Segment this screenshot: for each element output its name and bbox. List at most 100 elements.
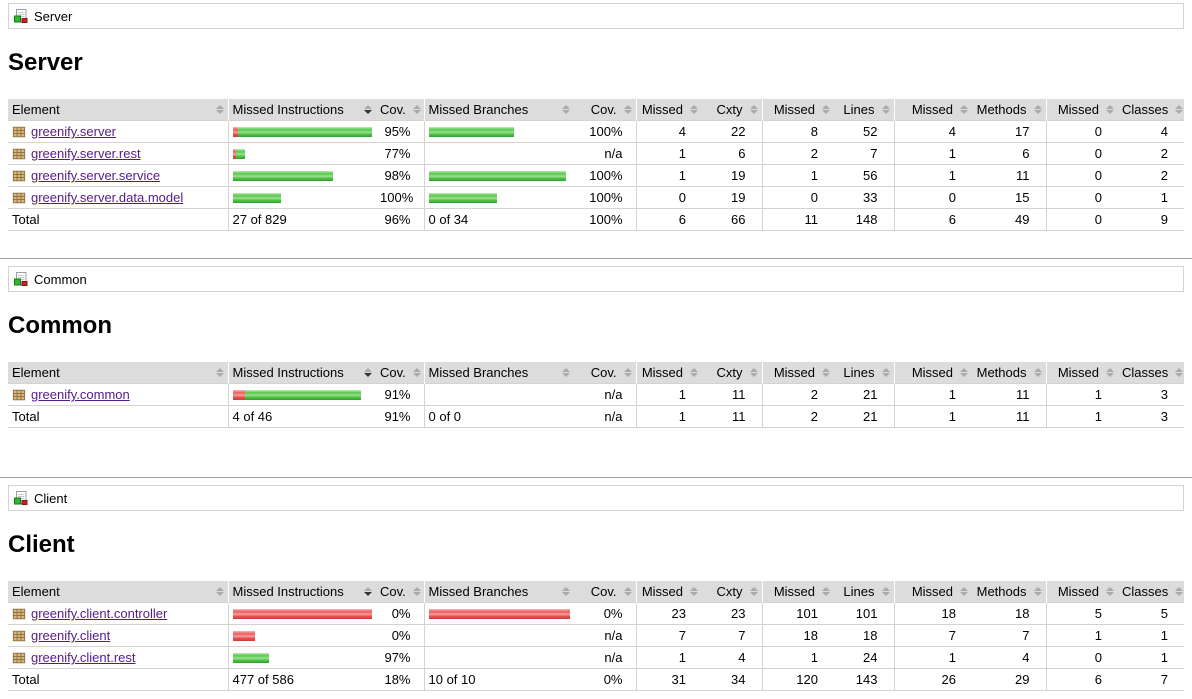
column-label: Missed Instructions bbox=[232, 102, 344, 117]
column-header-instructions-cov[interactable]: Cov. bbox=[376, 581, 424, 603]
breadcrumb-item[interactable]: Common bbox=[34, 271, 87, 287]
sort-icon bbox=[878, 368, 890, 377]
column-header-missed-branches[interactable]: Missed Branches bbox=[423, 99, 574, 121]
coverage-bar-cell bbox=[423, 646, 574, 669]
breadcrumb-bar: Server bbox=[8, 3, 1184, 29]
column-header-missed-instructions[interactable]: Missed Instructions bbox=[227, 581, 376, 603]
coverage-bar bbox=[428, 192, 571, 203]
sort-icon bbox=[956, 105, 968, 114]
count-cell: 4 bbox=[893, 120, 972, 143]
column-header-element[interactable]: Element bbox=[8, 581, 228, 603]
covered-bar-segment bbox=[428, 126, 514, 137]
column-header-methods[interactable]: Methods bbox=[972, 99, 1046, 121]
count-cell: 1 bbox=[635, 142, 702, 165]
column-header-lines[interactable]: Lines bbox=[834, 581, 894, 603]
column-header-missed-methods[interactable]: Missed bbox=[893, 581, 972, 603]
column-header-lines[interactable]: Lines bbox=[834, 362, 894, 384]
section-separator bbox=[0, 477, 1192, 478]
column-header-element[interactable]: Element bbox=[8, 362, 228, 384]
branches-coverage-percent: n/a bbox=[574, 383, 636, 406]
sort-icon bbox=[620, 368, 632, 377]
column-header-instructions-cov[interactable]: Cov. bbox=[376, 99, 424, 121]
package-icon bbox=[12, 191, 26, 205]
column-header-classes[interactable]: Classes bbox=[1118, 362, 1184, 384]
coverage-bar bbox=[232, 148, 373, 159]
column-label: Element bbox=[12, 365, 60, 380]
missed-bar-segment bbox=[232, 389, 245, 400]
column-header-cxty[interactable]: Cxty bbox=[702, 99, 762, 121]
count-cell: 0 bbox=[1045, 186, 1118, 209]
column-header-missed-methods[interactable]: Missed bbox=[893, 99, 972, 121]
column-header-methods[interactable]: Methods bbox=[972, 362, 1046, 384]
column-header-missed-lines[interactable]: Missed bbox=[761, 581, 834, 603]
coverage-table: Element Missed Instructions Cov. Missed Bra… bbox=[8, 99, 1184, 231]
column-header-missed-lines[interactable]: Missed bbox=[761, 362, 834, 384]
column-header-missed-classes[interactable]: Missed bbox=[1045, 581, 1118, 603]
package-link[interactable]: greenify.client bbox=[31, 628, 111, 643]
package-link[interactable]: greenify.server.data.model bbox=[31, 190, 184, 205]
coverage-bar-cell bbox=[227, 186, 376, 209]
column-header-missed-instructions[interactable]: Missed Instructions bbox=[227, 362, 376, 384]
column-header-classes[interactable]: Classes bbox=[1118, 581, 1184, 603]
breadcrumb-item[interactable]: Client bbox=[34, 490, 68, 506]
package-link[interactable]: greenify.server.rest bbox=[31, 146, 141, 161]
column-header-missed-branches[interactable]: Missed Branches bbox=[423, 581, 574, 603]
column-header-element[interactable]: Element bbox=[8, 99, 228, 121]
count-cell: 7 bbox=[834, 142, 894, 165]
column-header-branches-cov[interactable]: Cov. bbox=[574, 581, 636, 603]
package-link[interactable]: greenify.server.service bbox=[31, 168, 161, 183]
count-cell: 1 bbox=[635, 383, 702, 406]
sort-icon bbox=[409, 105, 421, 114]
column-header-missed-cxty[interactable]: Missed bbox=[635, 581, 702, 603]
column-header-cxty[interactable]: Cxty bbox=[702, 581, 762, 603]
column-label: Element bbox=[12, 584, 60, 599]
package-icon bbox=[12, 169, 26, 183]
package-link[interactable]: greenify.server bbox=[31, 124, 117, 139]
column-header-classes[interactable]: Classes bbox=[1118, 99, 1184, 121]
column-header-missed-branches[interactable]: Missed Branches bbox=[423, 362, 574, 384]
branches-coverage-percent: n/a bbox=[574, 405, 636, 428]
column-label: Lines bbox=[843, 584, 875, 599]
column-header-missed-methods[interactable]: Missed bbox=[893, 362, 972, 384]
count-cell: 18 bbox=[834, 624, 894, 647]
missed-bar-segment bbox=[232, 630, 255, 641]
column-header-branches-cov[interactable]: Cov. bbox=[574, 99, 636, 121]
branches-coverage-percent: n/a bbox=[574, 142, 636, 165]
count-cell: 1 bbox=[635, 405, 702, 428]
count-cell: 2 bbox=[761, 383, 834, 406]
count-cell: 1 bbox=[1118, 624, 1184, 647]
covered-bar-segment bbox=[428, 192, 497, 203]
element-cell: greenify.server.rest bbox=[8, 142, 228, 165]
column-label: Missed bbox=[773, 584, 815, 599]
instructions-missed-ratio: 477 of 586 bbox=[227, 668, 376, 691]
instructions-coverage-percent: 97% bbox=[376, 646, 424, 669]
count-cell: 8 bbox=[761, 120, 834, 143]
sort-icon bbox=[409, 368, 421, 377]
package-link[interactable]: greenify.client.controller bbox=[31, 606, 168, 621]
branches-missed-ratio: 0 of 34 bbox=[423, 208, 574, 231]
column-header-branches-cov[interactable]: Cov. bbox=[574, 362, 636, 384]
column-header-cxty[interactable]: Cxty bbox=[702, 362, 762, 384]
package-link[interactable]: greenify.common bbox=[31, 387, 130, 402]
column-header-missed-classes[interactable]: Missed bbox=[1045, 362, 1118, 384]
sort-icon bbox=[818, 587, 830, 596]
branches-coverage-percent: 0% bbox=[574, 602, 636, 625]
count-cell: 2 bbox=[761, 405, 834, 428]
column-header-instructions-cov[interactable]: Cov. bbox=[376, 362, 424, 384]
column-label: Missed Instructions bbox=[232, 584, 344, 599]
count-cell: 11 bbox=[972, 164, 1046, 187]
count-cell: 101 bbox=[761, 602, 834, 625]
column-header-missed-cxty[interactable]: Missed bbox=[635, 99, 702, 121]
column-header-missed-cxty[interactable]: Missed bbox=[635, 362, 702, 384]
column-header-missed-instructions[interactable]: Missed Instructions bbox=[227, 99, 376, 121]
instructions-coverage-percent: 95% bbox=[376, 120, 424, 143]
column-header-lines[interactable]: Lines bbox=[834, 99, 894, 121]
sort-icon bbox=[878, 587, 890, 596]
column-header-methods[interactable]: Methods bbox=[972, 581, 1046, 603]
column-header-missed-classes[interactable]: Missed bbox=[1045, 99, 1118, 121]
breadcrumb-item[interactable]: Server bbox=[34, 8, 73, 24]
column-header-missed-lines[interactable]: Missed bbox=[761, 99, 834, 121]
count-cell: 4 bbox=[972, 646, 1046, 669]
coverage-bar-cell bbox=[227, 624, 376, 647]
package-link[interactable]: greenify.client.rest bbox=[31, 650, 136, 665]
